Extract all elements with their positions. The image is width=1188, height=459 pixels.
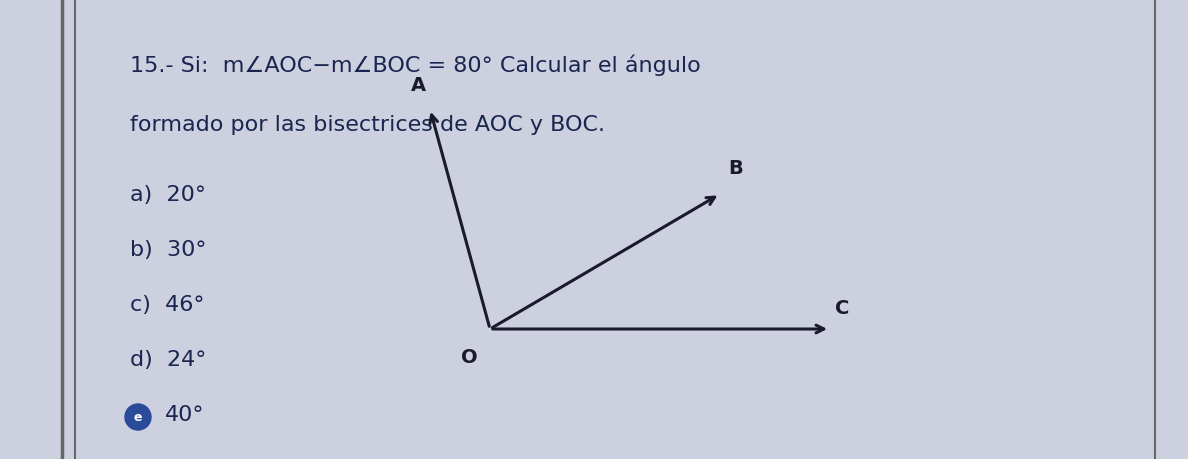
- Text: formado por las bisectrices de AOC y BOC.: formado por las bisectrices de AOC y BOC…: [129, 115, 605, 134]
- Text: c)  46°: c) 46°: [129, 294, 204, 314]
- Text: A: A: [410, 76, 425, 95]
- Text: O: O: [461, 347, 478, 366]
- Text: d)  24°: d) 24°: [129, 349, 207, 369]
- Text: 40°: 40°: [165, 404, 204, 424]
- Text: a)  20°: a) 20°: [129, 185, 206, 205]
- Text: C: C: [835, 298, 849, 317]
- Text: 15.- Si:  m∠AOC−m∠BOC = 80° Calcular el ángulo: 15.- Si: m∠AOC−m∠BOC = 80° Calcular el á…: [129, 55, 701, 76]
- Circle shape: [125, 404, 151, 430]
- Text: b)  30°: b) 30°: [129, 240, 207, 259]
- Text: B: B: [728, 159, 742, 178]
- Text: e: e: [134, 411, 143, 424]
